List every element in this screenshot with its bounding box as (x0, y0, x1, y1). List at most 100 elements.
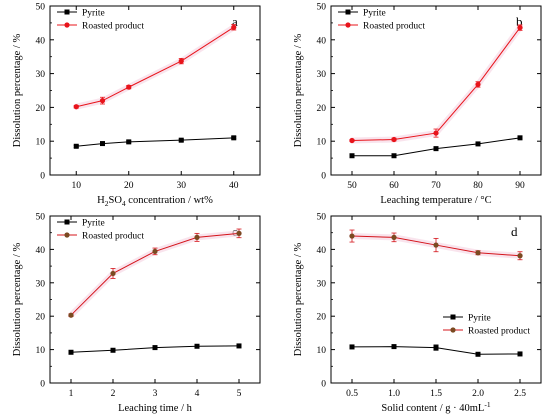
data-point (178, 58, 184, 64)
y-tick-label: 10 (36, 138, 46, 148)
data-point (194, 234, 200, 240)
y-tick-label: 30 (317, 279, 327, 289)
data-point (99, 98, 106, 104)
legend-label: Pyrite (82, 9, 105, 19)
data-point (110, 347, 116, 353)
y-tick-label: 20 (317, 104, 327, 114)
x-tick-label: 2.5 (514, 389, 526, 399)
data-point (236, 230, 242, 236)
legend-label: Roasted product (82, 22, 144, 32)
y-tick-label: 40 (36, 246, 46, 256)
panel-letter: b (516, 14, 523, 29)
chart-panel-d: Solid content / g · 40mL-1 0 10 20 30 40 50 0.5… (293, 213, 542, 414)
data-point (349, 233, 355, 239)
series-band (73, 24, 237, 110)
data-point (349, 153, 355, 159)
y-tick-label: 50 (36, 213, 46, 223)
legend-marker (64, 232, 70, 238)
data-point (517, 351, 523, 357)
x-tick-label: 10 (72, 181, 82, 191)
data-point (517, 25, 523, 31)
legend: Pyrite Roasted product (443, 314, 530, 337)
y-axis-title: Dissolution percentage / % (12, 243, 23, 357)
data-point (110, 270, 116, 277)
x-tick-label: 0.5 (346, 389, 358, 399)
panel-letter: a (232, 14, 238, 29)
legend: Pyrite Roasted product (338, 9, 425, 32)
y-tick-label: 20 (36, 104, 46, 114)
y-tick-label: 50 (317, 213, 327, 223)
series-pyrite (349, 344, 523, 357)
y-axis-title: Dissolution percentage / % (12, 34, 23, 148)
legend-label: Roasted product (82, 232, 144, 242)
y-tick-label: 20 (317, 313, 327, 323)
y-tick-label: 0 (321, 380, 326, 390)
y-axis-title: Dissolution percentage / % (293, 34, 304, 148)
x-tick-label: 2 (111, 389, 116, 399)
y-axis-title: Dissolution percentage / % (293, 243, 304, 357)
legend-marker (450, 314, 456, 320)
y-tick-label: 0 (40, 172, 45, 182)
legend-marker (64, 219, 70, 225)
data-point (433, 146, 439, 152)
data-point (517, 253, 523, 259)
x-axis-title: Leaching time / h (118, 403, 193, 414)
y-tick-label: 10 (317, 138, 327, 148)
x-tick-label: 70 (431, 181, 441, 191)
data-point (73, 143, 79, 149)
legend-marker (345, 22, 351, 28)
data-point (68, 349, 74, 355)
data-point (152, 248, 158, 255)
y-tick-label: 10 (36, 346, 46, 356)
x-tick-label: 90 (515, 181, 525, 191)
data-point (231, 135, 237, 141)
series-band (68, 230, 242, 319)
series-line (351, 27, 521, 142)
series-pyrite (68, 343, 242, 355)
data-point (391, 344, 397, 350)
data-point (475, 81, 481, 88)
data-point (100, 141, 105, 147)
data-point (433, 130, 439, 136)
x-tick-label: 3 (153, 389, 158, 399)
x-tick-label: 2.0 (472, 389, 484, 399)
x-tick-label: 4 (195, 389, 200, 399)
y-tick-label: 40 (317, 246, 327, 256)
y-tick-label: 40 (36, 36, 46, 46)
x-tick-label: 50 (347, 181, 357, 191)
y-tick-label: 20 (36, 313, 46, 323)
legend-label: Pyrite (363, 9, 386, 19)
x-tick-label: 30 (177, 181, 187, 191)
data-point (475, 250, 481, 256)
legend-marker (345, 9, 351, 15)
data-point (236, 343, 242, 349)
y-tick-label: 50 (317, 3, 327, 13)
data-point (194, 343, 200, 349)
data-point (475, 141, 481, 147)
y-tick-label: 30 (317, 70, 327, 80)
y-tick-label: 0 (321, 172, 326, 182)
y-tick-label: 10 (317, 346, 327, 356)
y-tick-label: 30 (36, 70, 46, 80)
legend-label: Pyrite (468, 314, 491, 324)
data-point (391, 136, 397, 143)
x-tick-label: 80 (473, 181, 483, 191)
series-pyrite (349, 135, 523, 159)
x-tick-label: 5 (237, 389, 242, 399)
series-band (349, 24, 523, 144)
x-tick-label: 1.0 (388, 389, 400, 399)
series-roasted-product (73, 24, 237, 110)
legend-marker (450, 327, 456, 333)
series-roasted-product (349, 229, 523, 261)
series-pyrite (73, 135, 237, 149)
x-axis-title: Solid content / g · 40mL-1 (381, 400, 490, 414)
legend-label: Pyrite (82, 219, 105, 229)
data-point (517, 135, 523, 141)
x-tick-label: 1 (69, 389, 74, 399)
legend: Pyrite Roasted product (57, 9, 144, 32)
series-roasted-product (349, 24, 523, 144)
chart-panel-c: Leaching time / h 0 10 20 30 40 50 1 2 3 4 5 Dissolu… (12, 213, 261, 414)
data-point (433, 242, 439, 248)
series-line (76, 137, 234, 147)
